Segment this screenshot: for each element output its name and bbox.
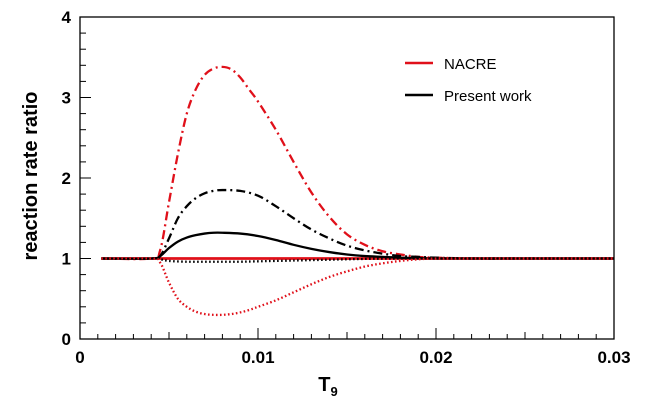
- series-line-5: [101, 257, 614, 317]
- x-axis-title-main: T: [318, 374, 330, 396]
- y-tick-label: 4: [62, 8, 72, 27]
- legend: NACRE Present work: [405, 56, 532, 105]
- y-tick-label: 2: [62, 169, 71, 188]
- x-tick-label: 0: [75, 348, 84, 367]
- series-line-1: [101, 65, 614, 261]
- x-tick-label: 0.01: [241, 348, 274, 367]
- y-axis-title: reaction rate ratio: [20, 92, 42, 261]
- series-layer: [101, 65, 614, 317]
- y-tick-label: 1: [62, 250, 71, 269]
- x-tick-label: 0.03: [597, 348, 630, 367]
- x-tick-label: 0.02: [419, 348, 452, 367]
- tick-labels-layer: 0 0.01 0.02 0.03 0 1 2 3 4: [62, 8, 631, 367]
- y-tick-label: 3: [62, 89, 71, 108]
- legend-label-present-work: Present work: [444, 88, 532, 105]
- series-line-2: [101, 188, 614, 260]
- ticks-layer: [79, 16, 615, 340]
- legend-label-nacre: NACRE: [444, 56, 497, 73]
- x-axis-title: T9: [318, 374, 337, 399]
- y-tick-label: 0: [62, 330, 71, 349]
- x-axis-title-subscript: 9: [330, 384, 337, 399]
